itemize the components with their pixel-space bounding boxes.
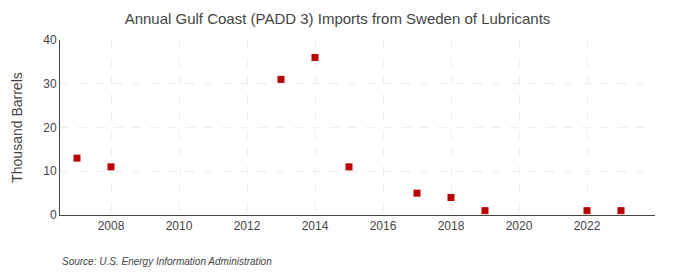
svg-text:40: 40: [43, 33, 57, 47]
svg-text:2008: 2008: [98, 219, 125, 233]
svg-text:2010: 2010: [166, 219, 193, 233]
svg-text:20: 20: [43, 121, 57, 135]
svg-text:0: 0: [50, 208, 57, 222]
svg-text:Thousand Barrels: Thousand Barrels: [9, 72, 25, 183]
svg-text:Source: U.S. Energy Informatio: Source: U.S. Energy Information Administ…: [62, 256, 272, 267]
svg-text:2020: 2020: [506, 219, 533, 233]
svg-text:2016: 2016: [370, 219, 397, 233]
svg-text:2018: 2018: [438, 219, 465, 233]
svg-text:Annual Gulf Coast (PADD 3) Imp: Annual Gulf Coast (PADD 3) Imports from …: [125, 10, 551, 27]
svg-text:2012: 2012: [234, 219, 261, 233]
svg-text:2014: 2014: [302, 219, 329, 233]
svg-text:10: 10: [43, 164, 57, 178]
svg-text:2022: 2022: [574, 219, 601, 233]
svg-text:30: 30: [43, 77, 57, 91]
